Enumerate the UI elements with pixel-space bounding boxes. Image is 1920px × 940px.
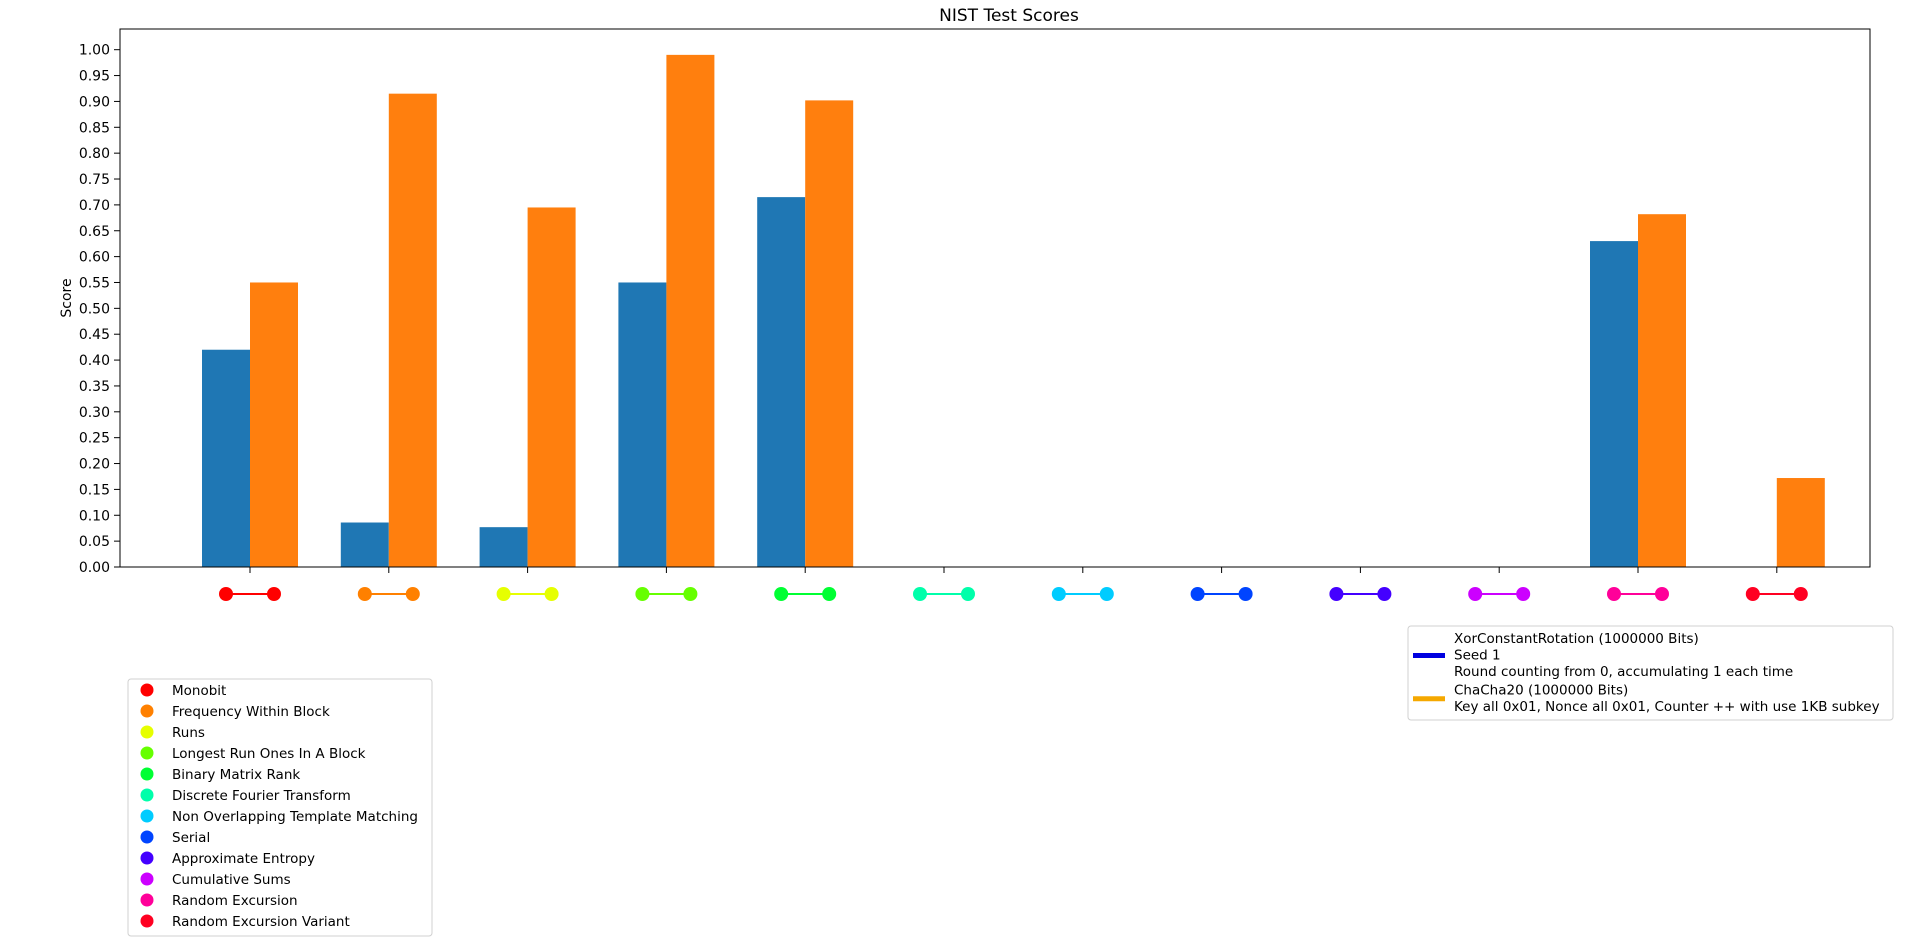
category-legend-marker-6 (140, 788, 154, 802)
x-marker-right-2 (405, 587, 420, 601)
bar-2-1 (250, 282, 298, 567)
x-marker-right-6 (961, 587, 975, 601)
category-legend-box (127, 678, 433, 937)
series-legend-text-1-3: Round counting from 0, accumulating 1 ea… (1454, 664, 1793, 680)
y-tick-label-12: 0.60 (79, 250, 110, 266)
x-marker-right-11 (1655, 587, 1669, 601)
x-axis (219, 567, 1808, 601)
x-marker-left-2 (357, 587, 372, 601)
category-legend-marker-12 (140, 914, 154, 928)
y-tick-label-3: 0.15 (79, 482, 110, 498)
category-legend-marker-5 (140, 767, 154, 781)
series-legend-text-1-1: XorConstantRotation (1000000 Bits) (1454, 631, 1699, 647)
y-tick-label-16: 0.80 (79, 146, 110, 162)
y-tick-label-4: 0.20 (79, 457, 110, 473)
series-legend-text-1-2: Seed 1 (1454, 648, 1501, 664)
y-tick-label-7: 0.35 (79, 379, 110, 395)
x-marker-left-9 (1329, 587, 1344, 601)
bar-1-1 (202, 349, 250, 567)
category-legend-marker-8 (140, 830, 154, 844)
y-tick-label-5: 0.25 (79, 431, 110, 447)
x-marker-right-4 (683, 587, 698, 601)
y-tick-label-18: 0.90 (79, 94, 110, 110)
x-marker-right-12 (1793, 587, 1808, 601)
y-tick-label-13: 0.65 (79, 224, 110, 240)
bar-2-5 (805, 100, 854, 567)
y-axis: 0.00 0.05 0.10 0.15 0.20 0.25 0.30 0.35 0.40 0.45… (79, 43, 120, 576)
category-legend-marker-11 (140, 893, 154, 907)
category-legend-marker-3 (140, 725, 154, 739)
series-legend-text-2-1: ChaCha20 (1000000 Bits) (1454, 683, 1628, 699)
category-legend-label-10: Cumulative Sums (172, 872, 291, 888)
bar-1-11 (1590, 241, 1638, 567)
x-marker-left-8 (1190, 587, 1205, 601)
y-tick-label-9: 0.45 (79, 327, 110, 343)
plot-frame (119, 28, 1871, 568)
y-tick-label-20: 1.00 (79, 43, 110, 59)
y-tick-label-14: 0.70 (79, 198, 110, 214)
x-marker-left-1 (219, 587, 233, 601)
y-tick-label-8: 0.40 (79, 353, 110, 369)
x-marker-right-5 (822, 587, 837, 601)
x-marker-left-11 (1607, 587, 1621, 601)
bar-2-4 (666, 54, 715, 568)
y-tick-label-2: 0.10 (79, 508, 110, 524)
x-marker-left-7 (1051, 587, 1066, 601)
category-legend-label-9: Approximate Entropy (172, 851, 315, 867)
bar-1-2 (340, 522, 389, 567)
x-marker-right-10 (1516, 587, 1531, 601)
bar-1-3 (479, 527, 528, 567)
bar-1-4 (618, 282, 667, 567)
y-tick-label-17: 0.85 (79, 120, 110, 136)
category-legend-marker-1 (140, 683, 154, 697)
x-marker-left-3 (496, 587, 511, 601)
bar-2-3 (527, 207, 576, 567)
x-marker-right-1 (267, 587, 281, 601)
y-tick-label-19: 0.95 (79, 69, 110, 85)
category-legend-label-6: Discrete Fourier Transform (172, 788, 351, 804)
category-legend-label-4: Longest Run Ones In A Block (172, 746, 366, 762)
x-marker-left-4 (635, 587, 650, 601)
category-legend: Monobit Frequency Within Block Runs Longest… (127, 678, 433, 937)
bar-2-11 (1638, 214, 1686, 567)
category-legend-marker-9 (140, 851, 154, 865)
category-legend-marker-4 (140, 746, 154, 760)
category-legend-label-1: Monobit (172, 683, 226, 699)
series-legend: XorConstantRotation (1000000 Bits)Seed 1… (1407, 625, 1894, 721)
x-marker-right-3 (544, 587, 559, 601)
y-tick-label-1: 0.05 (79, 534, 110, 550)
category-legend-label-11: Random Excursion (172, 893, 298, 909)
y-tick-label-11: 0.55 (79, 275, 110, 291)
category-legend-label-3: Runs (172, 725, 205, 741)
chart-title: NIST Test Scores (939, 6, 1079, 26)
x-marker-right-8 (1238, 587, 1253, 601)
x-marker-left-10 (1468, 587, 1483, 601)
category-legend-label-7: Non Overlapping Template Matching (172, 809, 418, 825)
y-axis-label: Score (59, 278, 75, 317)
series-legend-text-2-2: Key all 0x01, Nonce all 0x01, Counter ++… (1454, 699, 1880, 715)
bar-2-2 (388, 93, 437, 568)
category-legend-label-8: Serial (172, 830, 210, 846)
y-tick-label-10: 0.50 (79, 301, 110, 317)
y-tick-label-15: 0.75 (79, 172, 110, 188)
category-legend-label-5: Binary Matrix Rank (172, 767, 300, 783)
category-legend-marker-2 (140, 704, 154, 718)
x-marker-right-9 (1377, 587, 1392, 601)
y-tick-label-6: 0.30 (79, 405, 110, 421)
bar-2-12 (1776, 478, 1825, 567)
x-marker-left-12 (1745, 587, 1760, 601)
series-legend-box (1407, 625, 1894, 721)
x-marker-right-7 (1099, 587, 1114, 601)
category-legend-label-12: Random Excursion Variant (172, 914, 350, 930)
y-tick-label-0: 0.00 (79, 560, 110, 576)
bar-1-5 (757, 197, 806, 567)
category-legend-marker-7 (140, 809, 154, 823)
x-marker-left-5 (774, 587, 789, 601)
x-marker-left-6 (913, 587, 927, 601)
category-legend-label-2: Frequency Within Block (172, 704, 330, 720)
category-legend-marker-10 (140, 872, 154, 886)
bars-group (202, 54, 1825, 568)
